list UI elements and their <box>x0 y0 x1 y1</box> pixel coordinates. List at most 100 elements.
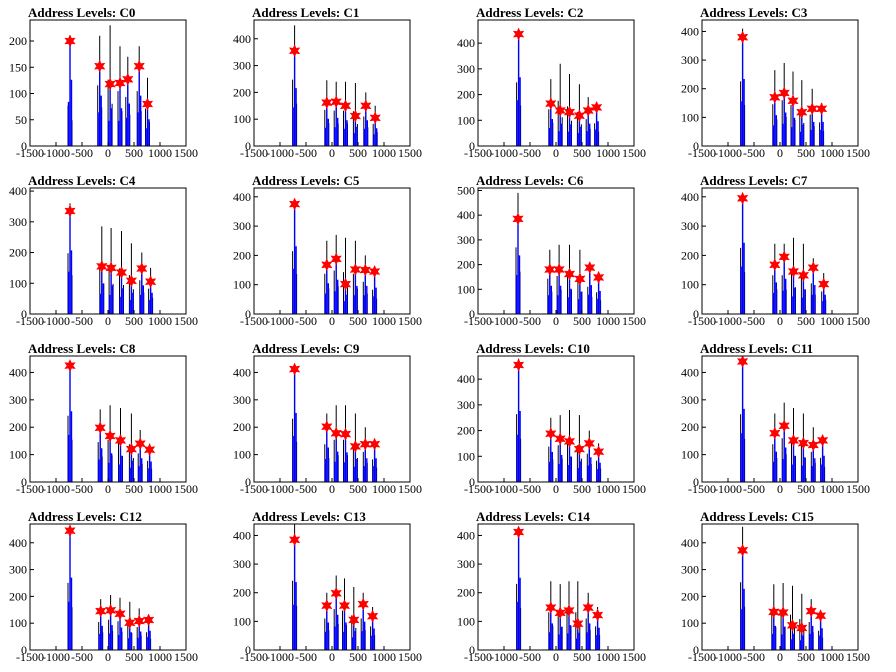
x-tick-label: -500 <box>743 650 765 664</box>
peak-marker <box>339 277 352 291</box>
y-tick-label: 100 <box>457 614 475 628</box>
peak-marker <box>554 103 566 118</box>
blue-peak <box>107 83 113 146</box>
x-tick-label: -1500 <box>464 482 492 496</box>
peak-marker <box>545 96 557 111</box>
x-tick-label: 500 <box>797 650 815 664</box>
chart-panel-3: Address Levels: C3 0 100 200 300 400 -1500-100… <box>681 5 870 160</box>
y-tick-label: 0 <box>693 643 699 657</box>
x-tick-label: 500 <box>573 650 591 664</box>
x-tick-label: -500 <box>519 146 541 160</box>
peak-marker <box>545 427 557 441</box>
x-tick-label: -1500 <box>16 650 44 664</box>
y-tick-label: 200 <box>233 586 251 600</box>
x-tick-label: 1000 <box>820 650 844 664</box>
plot-frame <box>477 187 635 315</box>
peak-marker <box>348 613 360 627</box>
x-tick-label: -1000 <box>42 146 70 160</box>
peak-marker <box>96 259 108 274</box>
chart-panel-14: Address Levels: C14 0 100 200 300 400 -1500-10… <box>457 509 646 664</box>
blue-peak <box>67 35 73 146</box>
peak-marker <box>115 265 128 280</box>
y-tick-label: 0 <box>21 643 27 657</box>
peak-marker <box>786 618 799 632</box>
peak-marker <box>105 261 117 275</box>
x-tick-label: 1500 <box>622 146 646 160</box>
x-tick-label: 0 <box>329 650 335 664</box>
x-tick-label: -500 <box>743 482 765 496</box>
peak-marker <box>554 606 566 620</box>
y-tick-label: 0 <box>21 139 27 153</box>
peak-marker <box>64 204 76 218</box>
x-tick-label: 1500 <box>174 146 198 160</box>
blue-peak <box>292 49 297 146</box>
peak-marker <box>143 443 156 457</box>
blue-peak <box>117 83 123 146</box>
x-tick-label: 500 <box>125 482 143 496</box>
blue-peak <box>516 363 521 482</box>
x-tick-label: 1500 <box>174 314 198 328</box>
x-tick-label: -500 <box>295 650 317 664</box>
y-tick-label: 400 <box>457 36 475 50</box>
peak-marker <box>330 586 342 600</box>
x-tick-label: -1000 <box>266 650 294 664</box>
y-tick-label: 200 <box>9 420 27 434</box>
peak-marker <box>125 274 138 288</box>
peak-marker <box>366 609 379 623</box>
chart-title: Address Levels: C12 <box>28 509 142 524</box>
chart-panel-8: Address Levels: C8 0 100 200 300 400 -1500-100… <box>9 341 198 496</box>
peak-marker <box>114 433 127 448</box>
peak-marker <box>349 262 362 277</box>
x-tick-label: 0 <box>553 146 559 160</box>
y-tick-label: 200 <box>233 420 251 434</box>
x-tick-label: -500 <box>519 314 541 328</box>
peak-marker <box>563 105 576 119</box>
y-tick-label: 400 <box>233 528 251 542</box>
y-tick-label: 100 <box>457 449 475 463</box>
chart-title: Address Levels: C1 <box>252 5 359 20</box>
y-tick-label: 300 <box>9 393 27 407</box>
peak-marker <box>144 275 157 289</box>
y-tick-label: 200 <box>9 589 27 603</box>
peak-marker <box>553 262 565 277</box>
peak-marker <box>736 543 749 557</box>
x-tick-label: 0 <box>329 482 335 496</box>
blue-peak <box>292 367 297 482</box>
peak-marker <box>321 258 333 272</box>
y-tick-label: 0 <box>245 475 251 489</box>
blue-peak <box>343 432 348 482</box>
peak-marker <box>512 212 524 226</box>
peak-marker <box>104 77 116 91</box>
chart-title: Address Levels: C3 <box>700 5 808 20</box>
x-tick-label: 500 <box>349 146 367 160</box>
peak-marker <box>769 258 781 272</box>
chart-panel-1: Address Levels: C1 0 100 200 300 400 -1500-100… <box>233 5 422 160</box>
peak-marker <box>583 436 596 451</box>
peak-marker <box>768 605 780 619</box>
x-tick-label: -1000 <box>266 482 294 496</box>
y-tick-label: 150 <box>9 60 27 74</box>
y-tick-label: 0 <box>21 307 27 321</box>
blue-peak <box>334 256 339 314</box>
x-tick-label: 1000 <box>820 482 844 496</box>
x-tick-label: 1000 <box>372 314 396 328</box>
y-tick-label: 100 <box>9 616 27 630</box>
y-tick-label: 200 <box>681 420 699 434</box>
x-tick-label: 1000 <box>596 146 620 160</box>
y-tick-label: 200 <box>457 258 475 272</box>
y-tick-label: 200 <box>457 424 475 438</box>
y-tick-label: 300 <box>233 557 251 571</box>
x-tick-label: -1500 <box>688 314 716 328</box>
chart-panel-4: Address Levels: C4 0 100 200 300 400 -1500-100… <box>9 173 198 328</box>
chart-title: Address Levels: C15 <box>700 509 814 524</box>
blue-peak <box>67 529 73 650</box>
x-tick-label: -1500 <box>688 650 716 664</box>
x-tick-label: 500 <box>349 482 367 496</box>
chart-panel-5: Address Levels: C5 0 100 200 300 400 -1500-100… <box>233 173 422 328</box>
x-tick-label: -500 <box>743 146 765 160</box>
peak-marker <box>339 99 352 113</box>
y-tick-label: 200 <box>681 248 699 262</box>
x-tick-label: -1000 <box>490 146 518 160</box>
x-tick-label: -500 <box>295 314 317 328</box>
peak-marker <box>122 72 134 86</box>
